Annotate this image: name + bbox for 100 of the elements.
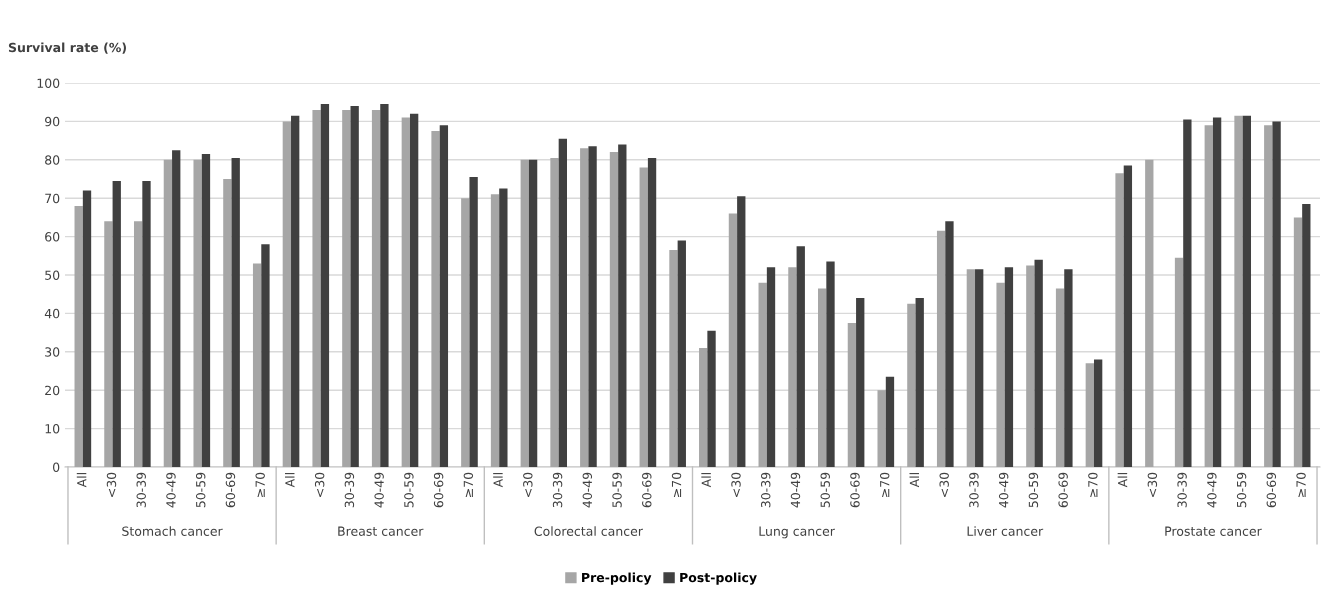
bar: [1302, 203, 1311, 467]
bar: [1004, 267, 1014, 467]
bar: [669, 250, 678, 467]
y-tick-label: 30: [45, 347, 60, 357]
bar: [490, 194, 500, 467]
x-tick-label: <30: [939, 472, 949, 497]
bar: [550, 157, 559, 467]
bar: [261, 244, 270, 467]
legend-label: Pre-policy: [582, 572, 652, 585]
x-tick-label: 30-39: [552, 472, 563, 508]
bar: [885, 376, 895, 467]
bar: [1183, 119, 1192, 467]
bar: [104, 221, 113, 467]
x-tick-label: 30-39: [344, 472, 355, 508]
legend-label: Post-policy: [680, 572, 757, 585]
x-tick-label: 60-69: [433, 472, 444, 508]
x-tick-label: 30-39: [1177, 472, 1187, 508]
y-tick-label: 40: [44, 308, 60, 319]
x-tick-label: 50-59: [612, 472, 622, 508]
x-tick-label: All: [909, 473, 919, 488]
bar: [588, 146, 597, 467]
x-tick-label: 60-69: [642, 472, 652, 508]
y-tick-label: 10: [45, 424, 60, 434]
bar: [707, 330, 716, 467]
bar: [1212, 117, 1222, 467]
y-tick-label: 50: [45, 270, 60, 280]
bar: [350, 106, 359, 467]
x-tick-label: <30: [731, 472, 741, 497]
bar: [618, 144, 627, 467]
x-tick-label: 60-69: [850, 472, 860, 508]
bar: [201, 154, 211, 467]
text: Lung cancer: [759, 526, 835, 539]
x-tick-label: 60-69: [225, 472, 236, 508]
bar: [1093, 359, 1103, 467]
bar: [380, 104, 389, 467]
y-tick-label: 20: [45, 385, 60, 396]
text: Colorectal cancer: [534, 526, 643, 536]
x-tick-label: All: [284, 473, 295, 488]
bar: [320, 104, 330, 467]
bar: [461, 198, 470, 467]
bar: [915, 298, 924, 467]
bar: [439, 125, 449, 467]
bar: [788, 267, 797, 467]
x-tick-label: 50-59: [820, 472, 830, 508]
bar: [1085, 363, 1094, 467]
bar: [371, 109, 381, 467]
x-tick-label: ≥70: [255, 472, 265, 497]
bar: [766, 267, 776, 467]
x-tick-label: All: [493, 473, 503, 488]
y-axis-title: Survival rate (%): [8, 42, 126, 54]
bar: [142, 180, 151, 467]
bar: [558, 138, 567, 467]
bar: [1145, 159, 1154, 467]
x-tick-label: 40-49: [374, 472, 384, 508]
bar: [291, 115, 300, 467]
y-tick-label: 60: [45, 232, 60, 242]
bar: [231, 157, 240, 467]
bar: [936, 230, 946, 467]
bar: [996, 282, 1005, 467]
bar: [1272, 121, 1281, 467]
text: Liver cancer: [967, 526, 1044, 536]
x-tick-label: ≥70: [1088, 472, 1098, 497]
bar: [409, 113, 419, 467]
x-tick-label: <30: [314, 472, 325, 497]
x-tick-label: <30: [106, 472, 117, 497]
bar: [1234, 115, 1243, 467]
y-tick-label: 80: [45, 155, 60, 165]
bar: [252, 263, 262, 467]
bar: [1115, 173, 1124, 467]
bar: [677, 240, 686, 467]
text: Stomach cancer: [122, 526, 223, 536]
x-tick-label: ≥70: [463, 472, 474, 497]
x-tick-label: 50-59: [195, 472, 206, 508]
bar: [1242, 115, 1251, 467]
x-tick-label: 40-49: [1207, 472, 1217, 508]
bar: [312, 109, 321, 467]
bar: [1174, 257, 1184, 467]
x-tick-label: 30-39: [761, 472, 771, 508]
bar: [82, 190, 92, 467]
bar: [172, 150, 181, 467]
bar: [847, 323, 857, 467]
bar: [401, 117, 410, 467]
bar: [134, 221, 143, 467]
bar: [1204, 125, 1213, 467]
x-tick-label: All: [76, 473, 87, 488]
bar: [528, 159, 538, 467]
bar: [1064, 269, 1073, 467]
bar: [282, 121, 292, 467]
bar: [193, 159, 202, 467]
x-tick-label: All: [1117, 473, 1128, 488]
bar: [647, 157, 657, 467]
bar: [758, 282, 767, 467]
x-tick-label: 30-39: [136, 472, 146, 508]
x-tick-label: All: [701, 473, 711, 488]
x-tick-label: 40-49: [790, 472, 801, 508]
x-tick-label: 50-59: [1028, 472, 1039, 508]
bar: [223, 179, 232, 467]
bar: [520, 159, 529, 467]
bar: [1123, 165, 1133, 467]
x-tick-label: <30: [523, 472, 533, 497]
